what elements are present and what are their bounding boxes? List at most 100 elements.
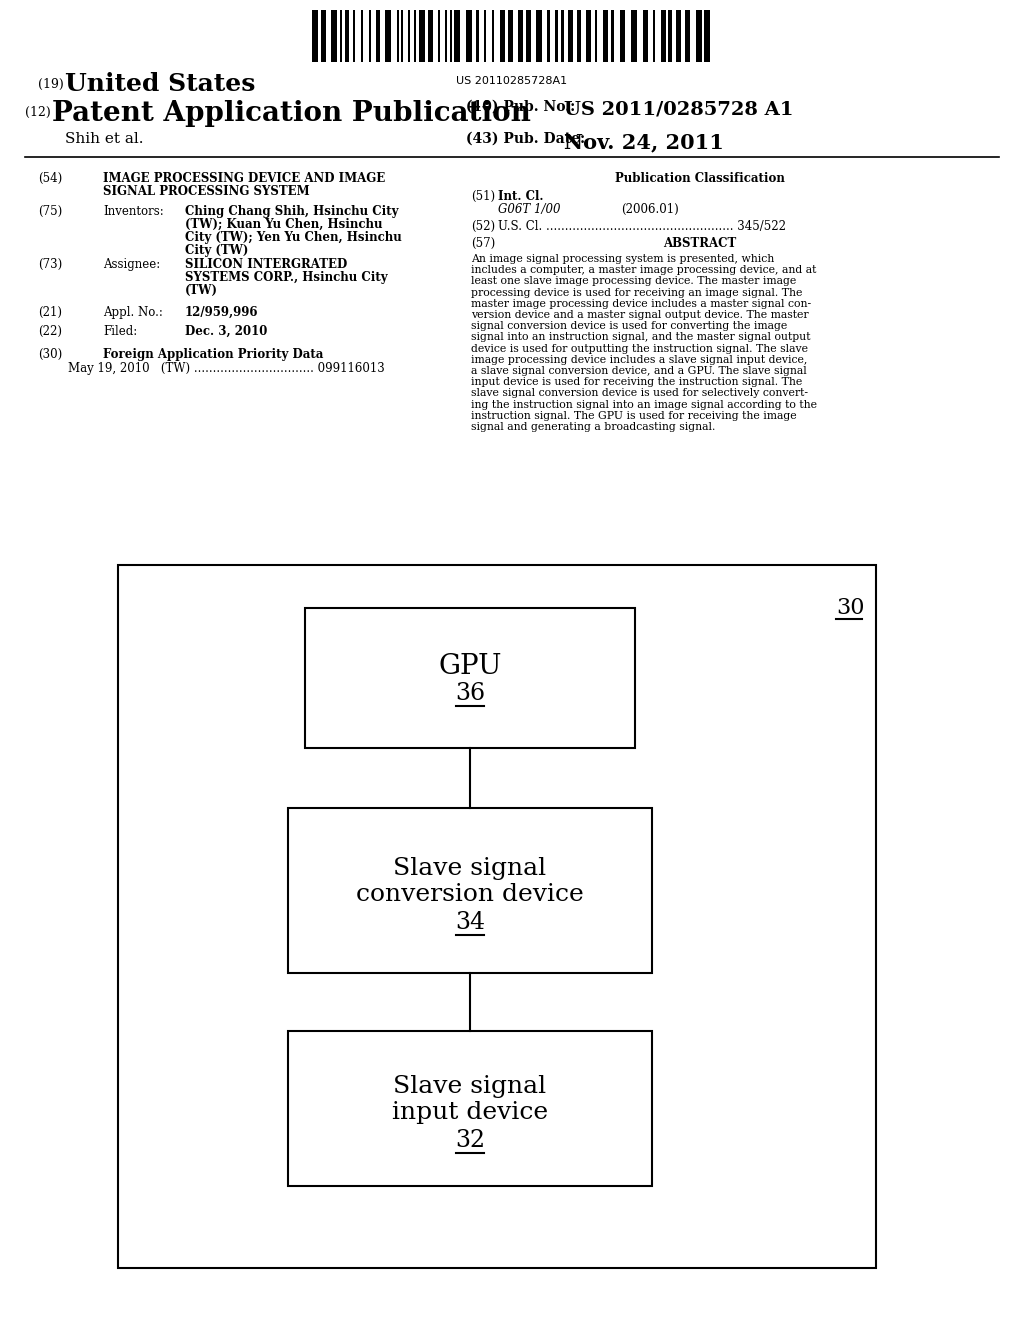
Text: (75): (75) bbox=[38, 205, 62, 218]
Text: (51): (51) bbox=[471, 190, 496, 203]
Text: GPU: GPU bbox=[438, 652, 502, 680]
Bar bbox=[484, 11, 486, 62]
Bar bbox=[668, 11, 672, 62]
Text: master image processing device includes a master signal con-: master image processing device includes … bbox=[471, 298, 811, 309]
Bar bbox=[450, 11, 452, 62]
Text: City (TW); Yen Yu Chen, Hsinchu: City (TW); Yen Yu Chen, Hsinchu bbox=[185, 231, 401, 244]
Bar bbox=[611, 11, 614, 62]
Text: 30: 30 bbox=[836, 597, 864, 619]
Text: a slave signal conversion device, and a GPU. The slave signal: a slave signal conversion device, and a … bbox=[471, 366, 807, 376]
Bar bbox=[376, 11, 380, 62]
Bar bbox=[397, 11, 399, 62]
Bar bbox=[696, 11, 702, 62]
Text: (TW): (TW) bbox=[185, 284, 218, 297]
Bar bbox=[518, 11, 523, 62]
Text: SIGNAL PROCESSING SYSTEM: SIGNAL PROCESSING SYSTEM bbox=[103, 185, 309, 198]
Bar bbox=[492, 11, 494, 62]
Bar bbox=[353, 11, 355, 62]
Text: version device and a master signal output device. The master: version device and a master signal outpu… bbox=[471, 310, 809, 319]
Text: SYSTEMS CORP., Hsinchu City: SYSTEMS CORP., Hsinchu City bbox=[185, 271, 388, 284]
Bar bbox=[331, 11, 337, 62]
Bar bbox=[500, 11, 505, 62]
Text: Slave signal: Slave signal bbox=[393, 857, 547, 880]
Text: Dec. 3, 2010: Dec. 3, 2010 bbox=[185, 325, 267, 338]
Bar bbox=[428, 11, 433, 62]
Bar bbox=[643, 11, 648, 62]
Text: Nov. 24, 2011: Nov. 24, 2011 bbox=[564, 132, 724, 152]
Text: US 20110285728A1: US 20110285728A1 bbox=[457, 77, 567, 86]
Bar bbox=[676, 11, 681, 62]
Text: Patent Application Publication: Patent Application Publication bbox=[52, 100, 530, 127]
Text: slave signal conversion device is used for selectively convert-: slave signal conversion device is used f… bbox=[471, 388, 808, 399]
Text: signal and generating a broadcasting signal.: signal and generating a broadcasting sig… bbox=[471, 422, 716, 432]
Bar bbox=[685, 11, 690, 62]
Text: includes a computer, a master image processing device, and at: includes a computer, a master image proc… bbox=[471, 265, 816, 275]
Bar bbox=[555, 11, 558, 62]
Text: input device: input device bbox=[392, 1101, 548, 1125]
Text: G06T 1/00: G06T 1/00 bbox=[498, 203, 560, 216]
Bar bbox=[369, 11, 371, 62]
Text: Int. Cl.: Int. Cl. bbox=[498, 190, 544, 203]
Text: instruction signal. The GPU is used for receiving the image: instruction signal. The GPU is used for … bbox=[471, 411, 797, 421]
Bar bbox=[536, 11, 542, 62]
Text: Ching Chang Shih, Hsinchu City: Ching Chang Shih, Hsinchu City bbox=[185, 205, 398, 218]
Text: Appl. No.:: Appl. No.: bbox=[103, 306, 163, 319]
Text: Shih et al.: Shih et al. bbox=[65, 132, 143, 147]
Text: (2006.01): (2006.01) bbox=[621, 203, 679, 216]
Bar bbox=[340, 11, 342, 62]
Text: Filed:: Filed: bbox=[103, 325, 137, 338]
Text: (52): (52) bbox=[471, 220, 496, 234]
Bar bbox=[595, 11, 597, 62]
Text: 34: 34 bbox=[455, 911, 485, 935]
Bar bbox=[547, 11, 550, 62]
Bar bbox=[419, 11, 425, 62]
Text: (43) Pub. Date:: (43) Pub. Date: bbox=[466, 132, 585, 147]
Text: 12/959,996: 12/959,996 bbox=[185, 306, 258, 319]
Text: image processing device includes a slave signal input device,: image processing device includes a slave… bbox=[471, 355, 807, 364]
Text: conversion device: conversion device bbox=[356, 883, 584, 906]
Text: (30): (30) bbox=[38, 348, 62, 360]
Text: United States: United States bbox=[65, 73, 255, 96]
Text: Slave signal: Slave signal bbox=[393, 1074, 547, 1098]
Text: Publication Classification: Publication Classification bbox=[615, 172, 785, 185]
Text: An image signal processing system is presented, which: An image signal processing system is pre… bbox=[471, 253, 774, 264]
Bar bbox=[288, 1031, 652, 1185]
Bar bbox=[288, 808, 652, 973]
Text: signal conversion device is used for converting the image: signal conversion device is used for con… bbox=[471, 321, 787, 331]
Bar bbox=[408, 11, 410, 62]
Bar bbox=[454, 11, 460, 62]
Bar bbox=[603, 11, 608, 62]
Text: Inventors:: Inventors: bbox=[103, 205, 164, 218]
Bar bbox=[561, 11, 564, 62]
Bar bbox=[577, 11, 581, 62]
Text: (10) Pub. No.:: (10) Pub. No.: bbox=[466, 100, 575, 114]
Text: 32: 32 bbox=[455, 1129, 485, 1152]
Bar bbox=[662, 11, 666, 62]
Text: Assignee:: Assignee: bbox=[103, 257, 160, 271]
Bar bbox=[631, 11, 637, 62]
Bar bbox=[586, 11, 591, 62]
Text: device is used for outputting the instruction signal. The slave: device is used for outputting the instru… bbox=[471, 343, 808, 354]
Bar bbox=[653, 11, 655, 62]
Bar bbox=[401, 11, 403, 62]
Text: (57): (57) bbox=[471, 238, 496, 249]
Text: 36: 36 bbox=[455, 682, 485, 705]
Bar bbox=[118, 565, 876, 1269]
Text: (21): (21) bbox=[38, 306, 62, 319]
Text: (73): (73) bbox=[38, 257, 62, 271]
Bar bbox=[361, 11, 362, 62]
Bar bbox=[526, 11, 531, 62]
Bar bbox=[305, 609, 635, 748]
Bar bbox=[508, 11, 513, 62]
Text: least one slave image processing device. The master image: least one slave image processing device.… bbox=[471, 276, 797, 286]
Bar bbox=[414, 11, 416, 62]
Bar bbox=[705, 11, 710, 62]
Bar bbox=[568, 11, 573, 62]
Text: ABSTRACT: ABSTRACT bbox=[664, 238, 736, 249]
Text: input device is used for receiving the instruction signal. The: input device is used for receiving the i… bbox=[471, 378, 802, 387]
Text: signal into an instruction signal, and the master signal output: signal into an instruction signal, and t… bbox=[471, 333, 811, 342]
Bar bbox=[476, 11, 479, 62]
Bar bbox=[345, 11, 349, 62]
Bar bbox=[445, 11, 447, 62]
Bar bbox=[438, 11, 440, 62]
